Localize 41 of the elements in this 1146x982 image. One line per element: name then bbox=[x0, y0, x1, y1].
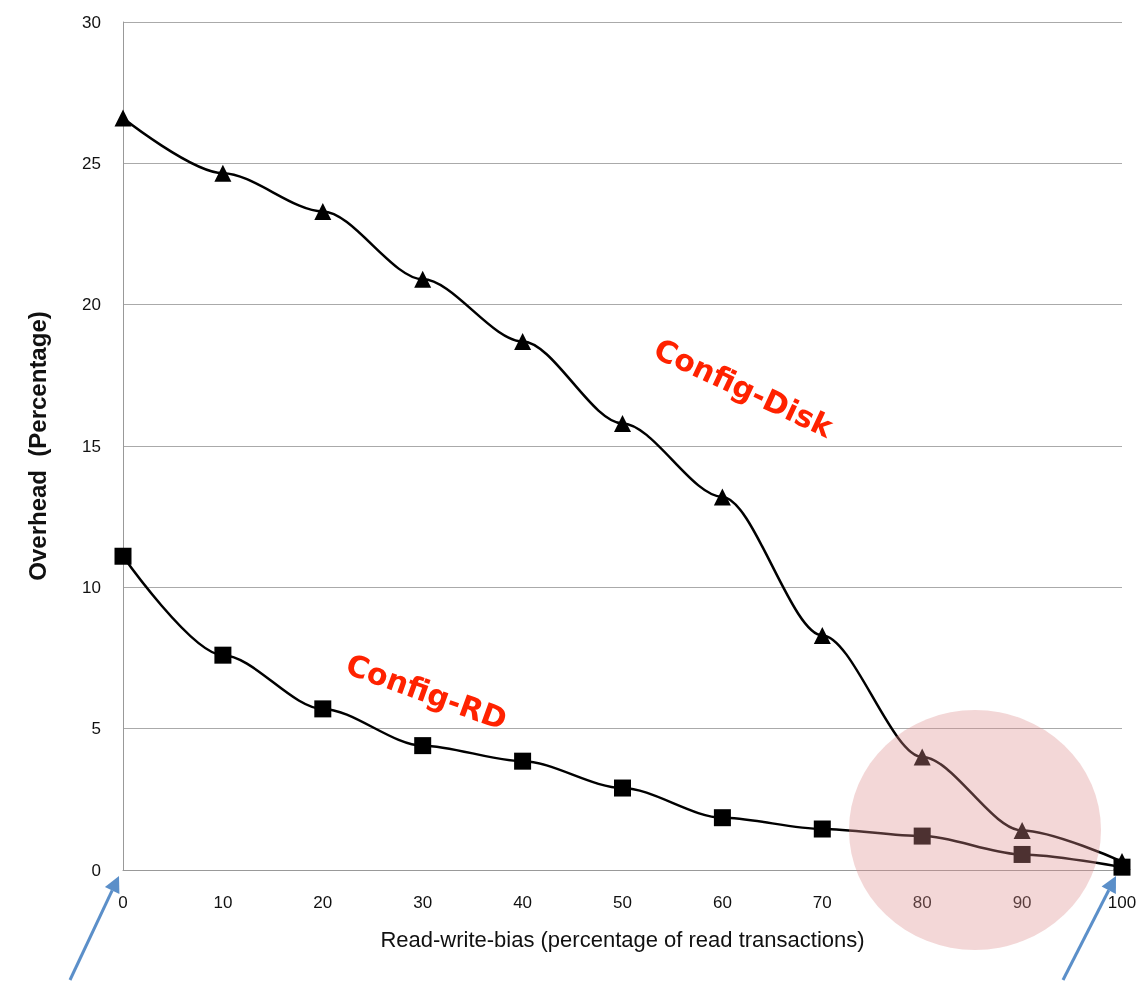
point bbox=[913, 827, 931, 845]
point bbox=[614, 414, 631, 432]
point bbox=[214, 164, 232, 182]
x-tick-label: 70 bbox=[812, 893, 832, 912]
y-tick-label: 5 bbox=[91, 719, 101, 739]
point bbox=[414, 737, 432, 755]
point bbox=[514, 332, 532, 350]
y-tick-label: 20 bbox=[82, 295, 101, 315]
x-tick-label: 0 bbox=[118, 893, 128, 912]
x-tick-label: 20 bbox=[313, 893, 333, 912]
x-tick-label: 100 bbox=[1107, 893, 1137, 912]
y-tick-label: 10 bbox=[82, 577, 101, 597]
point bbox=[813, 626, 831, 644]
x-tick-label: 90 bbox=[1012, 893, 1032, 912]
point bbox=[514, 752, 532, 770]
point bbox=[114, 547, 132, 565]
point bbox=[414, 270, 432, 288]
y-tick-label: 25 bbox=[82, 153, 101, 173]
point bbox=[713, 809, 731, 827]
point bbox=[1013, 821, 1031, 839]
x-tick-label: 40 bbox=[513, 893, 533, 912]
y-axis-title: Overhead (Percentage) bbox=[23, 311, 51, 581]
point bbox=[314, 700, 332, 718]
x-tick-label: 30 bbox=[413, 893, 433, 912]
point bbox=[713, 488, 731, 506]
y-tick-label: 15 bbox=[82, 436, 101, 456]
x-tick-label: 50 bbox=[613, 893, 632, 912]
point bbox=[214, 646, 232, 664]
y-tick-label: 30 bbox=[82, 12, 101, 32]
point bbox=[314, 202, 332, 220]
x-axis-title: Read-write-bias (percentage of read transactions) bbox=[380, 926, 865, 952]
x-tick-label: 80 bbox=[912, 893, 932, 912]
point bbox=[614, 779, 631, 797]
y-tick-label: 0 bbox=[91, 860, 101, 880]
point bbox=[1113, 853, 1131, 871]
point bbox=[913, 748, 931, 766]
point bbox=[1013, 845, 1031, 863]
point bbox=[813, 820, 831, 838]
point bbox=[114, 109, 132, 127]
x-tick-label: 10 bbox=[213, 893, 233, 912]
x-tick-label: 60 bbox=[712, 893, 732, 912]
